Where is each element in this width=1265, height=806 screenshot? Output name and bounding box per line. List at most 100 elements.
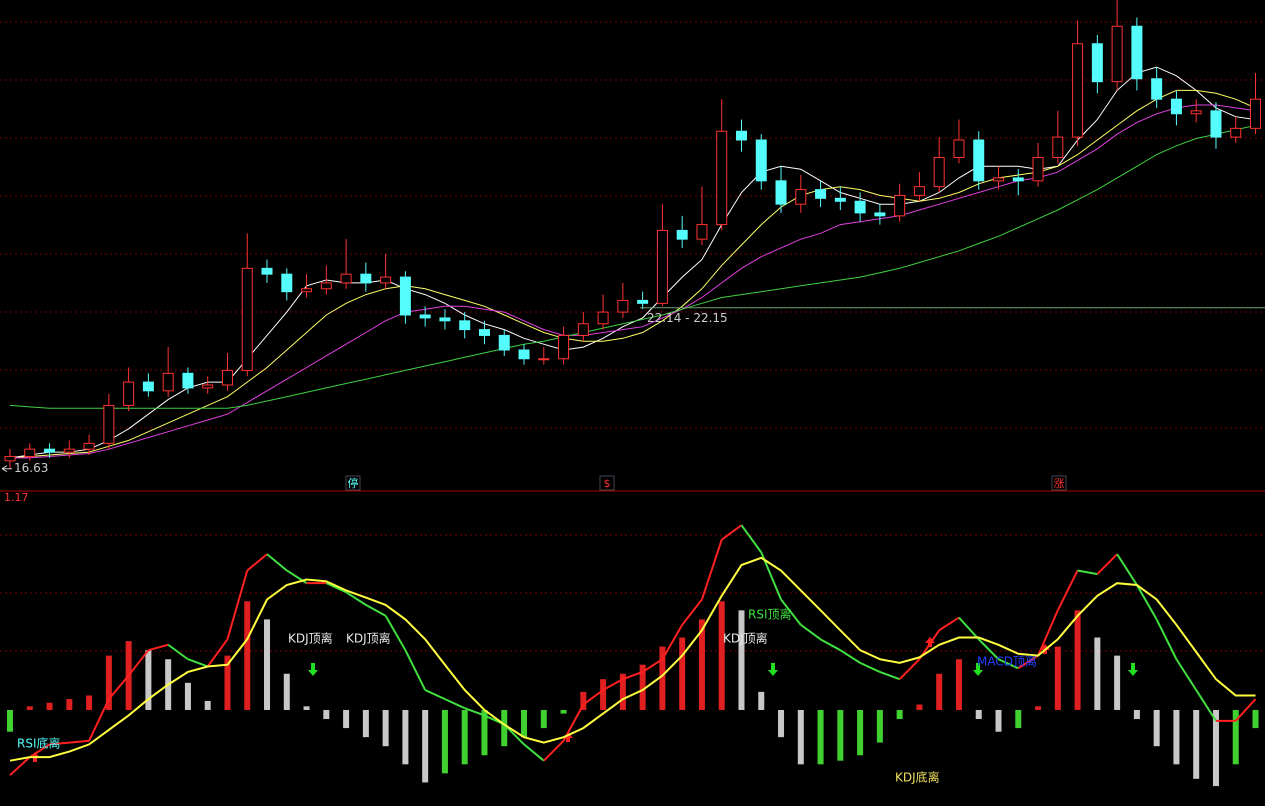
- candle-body: [281, 273, 293, 293]
- histogram-bar: [105, 655, 112, 710]
- histogram-bar: [679, 637, 686, 710]
- candle-body: [182, 372, 194, 389]
- histogram-bar: [778, 709, 785, 738]
- candle-body: [221, 369, 233, 386]
- histogram-bar: [857, 709, 864, 756]
- histogram-bar: [1094, 637, 1101, 710]
- histogram-bar: [916, 704, 923, 710]
- candle-body: [755, 139, 767, 182]
- candle-body: [301, 288, 313, 293]
- histogram-bar: [283, 673, 290, 710]
- signal-annotation: MACD顶离: [977, 654, 1037, 669]
- histogram-bar: [323, 709, 330, 720]
- fast-line-segment: [1155, 618, 1178, 660]
- candle-body: [716, 130, 728, 226]
- histogram-bar: [876, 709, 883, 743]
- candle-body: [202, 384, 214, 389]
- candle-body: [993, 177, 1004, 182]
- histogram-bar: [264, 619, 271, 710]
- histogram-bar: [1035, 706, 1042, 710]
- histogram-bar: [975, 709, 982, 720]
- candle-body: [340, 273, 352, 284]
- histogram-bar: [1114, 655, 1121, 710]
- histogram-bar: [86, 695, 93, 710]
- candle-body: [834, 197, 846, 202]
- fast-line-segment: [206, 638, 229, 668]
- fast-line-segment: [1096, 553, 1118, 575]
- histogram-bar: [540, 709, 547, 729]
- candle-body: [360, 273, 372, 284]
- fast-line-segment: [978, 638, 1000, 660]
- candle-body: [953, 139, 965, 158]
- candle-body: [775, 180, 787, 205]
- max-label: 1.17: [4, 491, 29, 504]
- histogram-bar: [521, 709, 528, 738]
- fast-line-segment: [1077, 569, 1098, 576]
- histogram-bar: [402, 709, 409, 765]
- fast-line-segment: [1175, 658, 1198, 691]
- osc-grid: [0, 534, 1265, 652]
- histogram-bar: [1173, 709, 1180, 765]
- candle-body: [320, 282, 332, 290]
- fast-line-segment: [820, 638, 841, 652]
- fast-line-segment: [88, 698, 110, 742]
- histogram-bar: [481, 709, 488, 756]
- histogram-bar: [244, 601, 251, 710]
- fast-line-segment: [780, 598, 802, 626]
- candle-body: [1170, 98, 1182, 115]
- histogram-bar: [995, 709, 1002, 732]
- candle-body: [162, 372, 174, 392]
- histogram-bar: [362, 709, 369, 738]
- histogram-bar: [501, 709, 508, 747]
- fast-line-segment: [582, 689, 604, 706]
- candle-body: [815, 189, 827, 199]
- histogram-bar: [639, 664, 646, 710]
- candle-body: [676, 229, 688, 240]
- fast-line-segment: [29, 743, 51, 758]
- candle-body: [478, 329, 490, 336]
- fast-line-segment: [523, 743, 545, 762]
- fast-line-segment: [701, 539, 723, 600]
- candle-body: [617, 299, 629, 313]
- candle-body: [933, 157, 945, 188]
- candle-body: [1052, 136, 1064, 158]
- fast-line-segment: [839, 649, 861, 664]
- candle-body: [419, 314, 431, 319]
- histogram-bar: [580, 691, 587, 710]
- histogram-bar: [1015, 709, 1022, 729]
- histogram-bar: [1054, 646, 1061, 710]
- fast-line-segment: [622, 670, 643, 681]
- fast-line-segment: [404, 649, 427, 691]
- fast-line-segment: [543, 740, 565, 762]
- candle-body: [696, 224, 708, 240]
- candle-body: [735, 130, 747, 141]
- fast-line-segment: [721, 524, 743, 541]
- fast-line-segment: [898, 658, 921, 680]
- fast-line-segment: [740, 524, 763, 553]
- slow-line: [9, 556, 1256, 762]
- fast-line-segment: [879, 670, 900, 681]
- histogram-bar: [797, 709, 804, 765]
- candle-body: [261, 267, 273, 275]
- candle-body: [1032, 157, 1044, 182]
- fast-line-segment: [384, 615, 407, 651]
- fast-line-segment: [127, 649, 150, 677]
- histogram-bar: [46, 702, 53, 710]
- low-label: 16.63: [14, 461, 48, 475]
- histogram-bar: [1232, 709, 1239, 765]
- candle-body: [1250, 98, 1262, 129]
- flag: 涨: [1054, 477, 1065, 490]
- fast-line-segment: [49, 741, 70, 746]
- low-arrow: [1, 465, 12, 473]
- histogram-bar: [145, 650, 152, 710]
- flag-box: [345, 475, 361, 491]
- candle-body: [558, 334, 570, 360]
- histogram-bar: [896, 709, 903, 720]
- candle-body: [63, 448, 75, 453]
- signal-annotation: RSI底离: [17, 736, 61, 751]
- fast-line-segment: [246, 553, 268, 572]
- candle-body: [103, 404, 115, 444]
- histogram-bar: [817, 709, 824, 765]
- histogram-bar: [1252, 709, 1259, 729]
- fast-line-segment: [167, 643, 189, 661]
